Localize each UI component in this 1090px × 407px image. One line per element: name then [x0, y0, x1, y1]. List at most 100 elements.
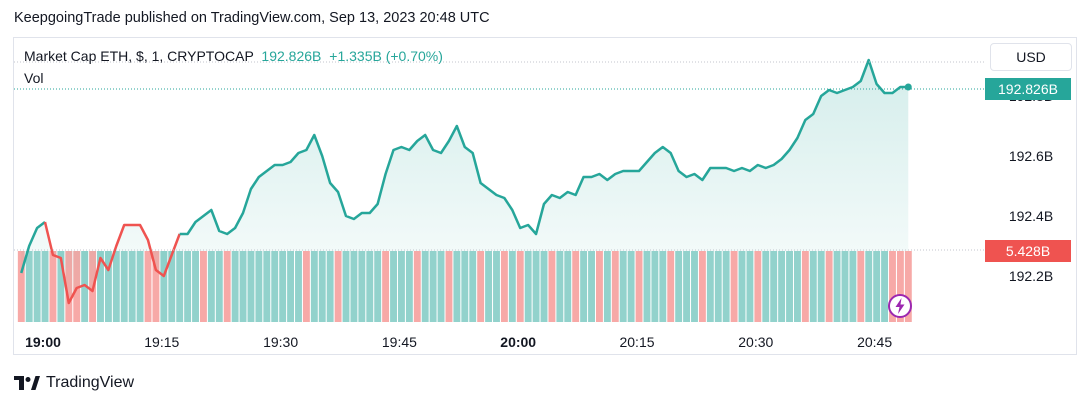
volume-bar: [366, 251, 374, 322]
volume-bar: [532, 251, 540, 322]
volume-bar: [500, 251, 508, 322]
volume-bar: [603, 251, 611, 322]
volume-bar: [865, 251, 873, 322]
tradingview-branding[interactable]: TradingView: [14, 374, 134, 392]
volume-bar: [271, 251, 279, 322]
volume-bar: [287, 251, 295, 322]
volume-bar: [176, 251, 184, 322]
volume-bar: [310, 251, 318, 322]
volume-bar: [651, 251, 659, 322]
volume-bar: [849, 251, 857, 322]
volume-bar: [904, 251, 912, 322]
volume-bar: [136, 251, 144, 322]
volume-bar: [41, 251, 49, 322]
volume-bar: [461, 251, 469, 322]
volume-bar: [556, 251, 564, 322]
volume-bar: [619, 251, 627, 322]
volume-bar: [437, 251, 445, 322]
volume-bar: [683, 251, 691, 322]
volume-bar: [57, 251, 65, 322]
branding-text: TradingView: [46, 374, 135, 391]
last-price-dot: [904, 83, 912, 91]
volume-bar: [302, 251, 310, 322]
volume-bar: [611, 251, 619, 322]
volume-bar: [786, 251, 793, 322]
volume-bar: [247, 251, 255, 322]
volume-bar: [477, 251, 485, 322]
volume-bar: [168, 251, 176, 322]
publisher-caption: KeepgoingTrade published on TradingView.…: [14, 10, 490, 26]
volume-bar: [207, 251, 215, 322]
last-price-tag: 192.826B: [985, 78, 1071, 100]
volume-bar: [698, 251, 706, 322]
price-area-fill: [21, 60, 909, 303]
volume-bar: [421, 251, 429, 322]
chart-frame: [13, 37, 1077, 355]
volume-bar: [429, 251, 437, 322]
volume-bars: [17, 251, 912, 322]
volume-bar: [857, 251, 865, 322]
volume-bar: [120, 251, 128, 322]
volume-bar: [398, 251, 405, 322]
volume-bar: [342, 251, 350, 322]
volume-bar: [453, 251, 461, 322]
volume-bar: [738, 251, 746, 322]
volume-bar: [200, 251, 207, 322]
volume-bar: [334, 251, 342, 322]
volume-bar: [801, 251, 809, 322]
volume-bar: [405, 251, 413, 322]
volume-bar: [326, 251, 334, 322]
volume-bar: [184, 251, 192, 322]
volume-bar: [524, 251, 532, 322]
volume-bar: [778, 251, 786, 322]
x-tick-label: 20:30: [738, 334, 774, 350]
volume-bar: [706, 251, 714, 322]
volume-bar: [374, 251, 382, 322]
x-tick-label: 20:45: [857, 334, 893, 350]
currency-button[interactable]: USD: [990, 43, 1072, 71]
volume-bar: [215, 251, 223, 322]
price-line-segment: [20, 221, 46, 274]
volume-bar: [754, 251, 762, 322]
x-tick-label: 19:45: [381, 334, 417, 350]
volume-bar: [255, 251, 263, 322]
volume-bar: [263, 251, 271, 322]
last-price: 192.826B: [261, 48, 322, 64]
volume-bar: [350, 251, 358, 322]
volume-bar: [25, 251, 33, 322]
volume-bar: [889, 251, 896, 322]
volume-bar: [675, 251, 683, 322]
volume-bar: [413, 251, 421, 322]
volume-bar: [730, 251, 738, 322]
y-tick-label: 192.2B: [1008, 268, 1054, 284]
x-tick-label: 20:00: [500, 334, 537, 350]
volume-bar: [17, 251, 25, 322]
price-area: [21, 60, 909, 303]
volume-bar: [508, 251, 516, 322]
volume-bar: [516, 251, 524, 322]
volume-tag: 5.428B: [985, 240, 1071, 262]
y-tick-label: 192.6B: [1008, 148, 1054, 164]
volume-bar: [714, 251, 722, 322]
price-line: [20, 58, 912, 305]
volume-bar: [635, 251, 643, 322]
volume-bar: [770, 251, 778, 322]
lightning-bolt-icon[interactable]: [887, 293, 913, 319]
symbol-name: Market Cap ETH, $, 1, CRYPTOCAP: [24, 48, 254, 64]
volume-bar: [580, 251, 588, 322]
volume-bar: [144, 251, 152, 322]
volume-bar: [33, 251, 41, 322]
volume-bar: [564, 251, 572, 322]
volume-bar: [358, 251, 366, 322]
volume-bar: [152, 251, 160, 322]
volume-legend[interactable]: Vol: [24, 70, 44, 86]
volume-bar: [160, 251, 168, 322]
volume-bar: [239, 251, 247, 322]
volume-bar: [588, 251, 595, 322]
volume-bar: [192, 251, 199, 322]
volume-bar: [896, 251, 904, 322]
x-tick-label: 19:30: [263, 334, 299, 350]
symbol-legend[interactable]: Market Cap ETH, $, 1, CRYPTOCAP 192.826B…: [24, 48, 443, 64]
volume-bar: [231, 251, 239, 322]
